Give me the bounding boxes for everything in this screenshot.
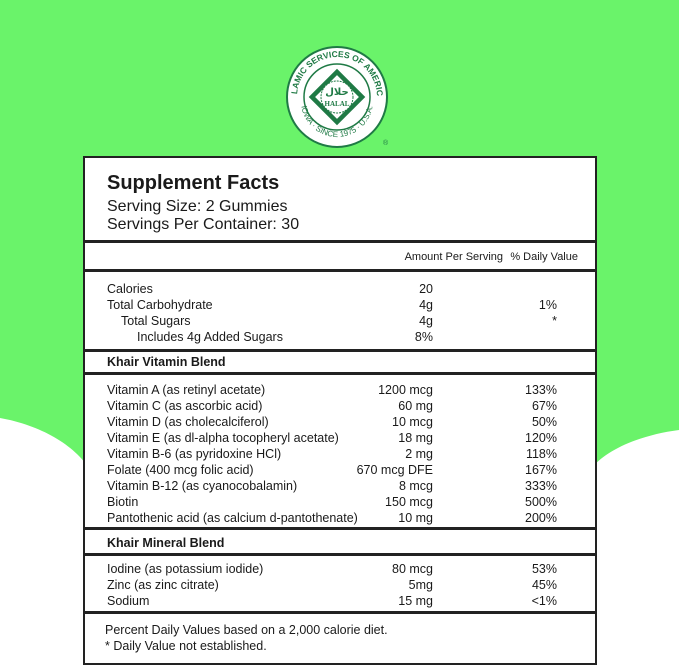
- serving-size: Serving Size: 2 Gummies: [107, 198, 288, 215]
- nutrient-row: Vitamin B-6 (as pyridoxine HCl) 2 mg 118%: [85, 446, 595, 462]
- nutrient-name: Vitamin B-12 (as cyanocobalamin): [107, 479, 298, 493]
- facts-title: Supplement Facts: [107, 172, 280, 194]
- nutrient-daily-value: 333%: [525, 479, 557, 493]
- nutrient-name: Sodium: [107, 594, 150, 608]
- nutrient-name: Iodine (as potassium iodide): [107, 562, 264, 576]
- basic-nutrients-section: Calories 20 Total Carbohydrate 4g 1% Total Su…: [85, 272, 595, 352]
- svg-text:HALAL: HALAL: [325, 100, 350, 108]
- nutrient-row: Zinc (as zinc citrate) 5mg 45%: [85, 577, 595, 593]
- nutrient-daily-value: 118%: [525, 447, 557, 461]
- nutrient-daily-value: 133%: [525, 383, 557, 397]
- nutrient-daily-value: 120%: [525, 431, 557, 445]
- nutrient-row: Vitamin E (as dl-alpha tocopheryl acetat…: [85, 430, 595, 446]
- nutrient-amount: 15 mg: [398, 594, 433, 608]
- nutrient-daily-value: 67%: [531, 399, 557, 413]
- halal-certification-logo: ISLAMIC SERVICES OF AMERICA IOWA · SINCE…: [283, 45, 389, 148]
- vitamins-section: Vitamin A (as retinyl acetate) 1200 mcg 13…: [85, 375, 595, 530]
- nutrient-name: Includes 4g Added Sugars: [137, 330, 283, 344]
- svg-text:®: ®: [383, 139, 389, 147]
- nutrient-amount: 4g: [419, 314, 433, 328]
- minerals-section: Iodine (as potassium iodide) 80 mcg 53% Zin…: [85, 556, 595, 614]
- svg-text:حلال: حلال: [325, 87, 348, 98]
- nutrient-name: Biotin: [107, 495, 139, 509]
- nutrient-daily-value: 53%: [531, 562, 557, 576]
- nutrient-row: Total Sugars 4g *: [85, 313, 595, 329]
- nutrient-name: Vitamin B-6 (as pyridoxine HCl): [107, 447, 282, 461]
- footnotes: Percent Daily Values based on a 2,000 ca…: [85, 614, 595, 663]
- vitamin-blend-title: Khair Vitamin Blend: [107, 355, 226, 369]
- nutrient-name: Total Carbohydrate: [107, 298, 213, 312]
- mineral-blend-title: Khair Mineral Blend: [107, 536, 225, 550]
- nutrient-daily-value: 167%: [525, 463, 557, 477]
- nutrient-daily-value: 200%: [525, 511, 557, 525]
- nutrient-amount: 18 mg: [398, 431, 433, 445]
- nutrient-name: Pantothenic acid (as calcium d-pantothen…: [107, 511, 358, 525]
- nutrient-row: Includes 4g Added Sugars 8%: [85, 329, 595, 345]
- nutrient-amount: 8%: [414, 330, 433, 344]
- nutrient-name: Vitamin C (as ascorbic acid): [107, 399, 263, 413]
- nutrient-amount: 8 mcg: [398, 479, 433, 493]
- nutrient-daily-value: 50%: [531, 415, 557, 429]
- nutrient-name: Vitamin A (as retinyl acetate): [107, 383, 266, 397]
- nutrient-amount: 10 mg: [398, 511, 433, 525]
- footnote-not-established: * Daily Value not established.: [105, 639, 267, 653]
- nutrient-row: Sodium 15 mg <1%: [85, 593, 595, 609]
- nutrient-row: Calories 20: [85, 281, 595, 297]
- nutrient-row: Vitamin C (as ascorbic acid) 60 mg 67%: [85, 398, 595, 414]
- nutrient-name: Total Sugars: [121, 314, 191, 328]
- mineral-blend-heading: Khair Mineral Blend: [85, 530, 595, 556]
- nutrient-row: Vitamin B-12 (as cyanocobalamin) 8 mcg 333…: [85, 478, 595, 494]
- nutrient-row: Total Carbohydrate 4g 1%: [85, 297, 595, 313]
- nutrient-amount: 150 mcg: [385, 495, 433, 509]
- daily-value-header: % Daily Value: [510, 251, 578, 263]
- nutrient-row: Folate (400 mcg folic acid) 670 mcg DFE 16…: [85, 462, 595, 478]
- nutrient-amount: 1200 mcg: [378, 383, 433, 397]
- nutrient-daily-value: <1%: [531, 594, 557, 608]
- nutrient-row: Pantothenic acid (as calcium d-pantothen…: [85, 510, 595, 526]
- nutrient-row: Iodine (as potassium iodide) 80 mcg 53%: [85, 561, 595, 577]
- facts-header: Supplement Facts Serving Size: 2 Gummies…: [85, 158, 595, 243]
- nutrient-amount: 4g: [419, 298, 433, 312]
- nutrient-name: Calories: [107, 282, 153, 296]
- nutrient-amount: 20: [419, 282, 433, 296]
- nutrient-amount: 2 mg: [405, 447, 433, 461]
- nutrient-name: Vitamin D (as cholecalciferol): [107, 415, 269, 429]
- footnote-daily-values: Percent Daily Values based on a 2,000 ca…: [105, 623, 388, 637]
- amount-per-serving-header: Amount Per Serving: [404, 251, 503, 263]
- supplement-facts-panel: Supplement Facts Serving Size: 2 Gummies…: [83, 156, 597, 665]
- servings-per-container: Servings Per Container: 30: [107, 216, 300, 233]
- nutrient-amount: 670 mcg DFE: [356, 463, 433, 477]
- nutrient-name: Folate (400 mcg folic acid): [107, 463, 254, 477]
- nutrient-daily-value: 500%: [525, 495, 557, 509]
- nutrient-amount: 60 mg: [398, 399, 433, 413]
- nutrient-row: Vitamin A (as retinyl acetate) 1200 mcg 13…: [85, 382, 595, 398]
- column-header-row: Amount Per Serving % Daily Value: [85, 243, 595, 272]
- nutrient-name: Vitamin E (as dl-alpha tocopheryl acetat…: [107, 431, 339, 445]
- nutrient-name: Zinc (as zinc citrate): [107, 578, 219, 592]
- vitamin-blend-heading: Khair Vitamin Blend: [85, 352, 595, 375]
- nutrient-daily-value: 45%: [531, 578, 557, 592]
- nutrient-row: Vitamin D (as cholecalciferol) 10 mcg 50%: [85, 414, 595, 430]
- nutrient-row: Biotin 150 mcg 500%: [85, 494, 595, 510]
- nutrient-amount: 5mg: [408, 578, 433, 592]
- nutrient-daily-value: *: [552, 314, 557, 328]
- nutrient-amount: 80 mcg: [392, 562, 433, 576]
- nutrient-amount: 10 mcg: [392, 415, 433, 429]
- nutrient-daily-value: 1%: [538, 298, 557, 312]
